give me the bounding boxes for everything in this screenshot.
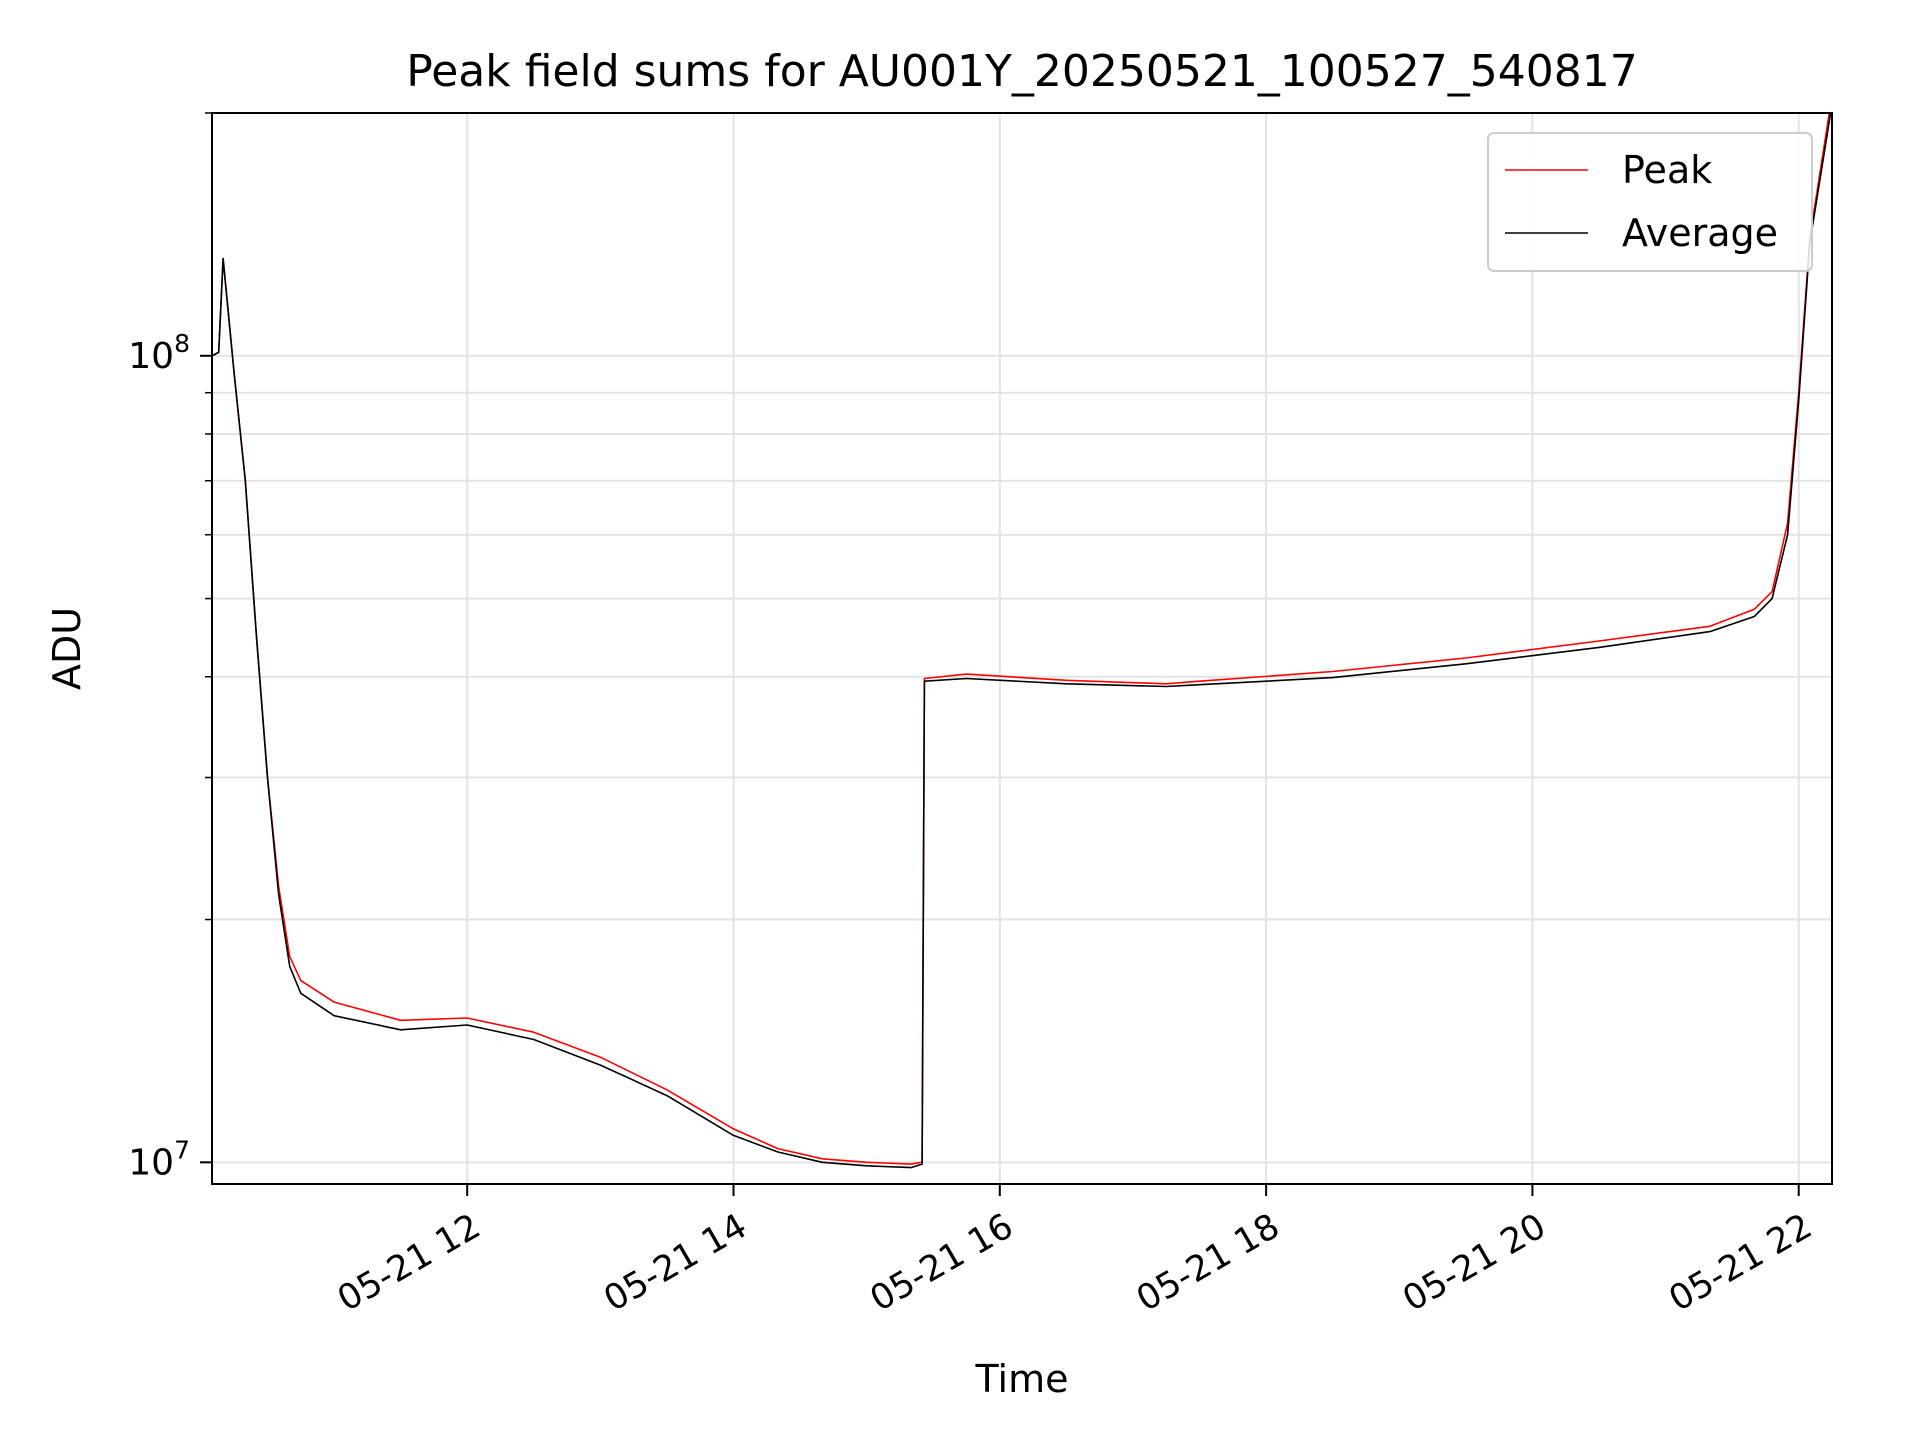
plot-frame bbox=[211, 112, 1833, 1185]
legend-box bbox=[1487, 132, 1813, 272]
y-tick-label: 107 bbox=[128, 1135, 190, 1183]
legend: Peak Average bbox=[1487, 132, 1813, 272]
plot-area bbox=[212, 113, 1832, 1169]
x-axis-label: Time bbox=[975, 1357, 1069, 1401]
y-tick-label: 108 bbox=[128, 329, 190, 377]
chart-title: Peak field sums for AU001Y_20250521_1005… bbox=[406, 46, 1638, 97]
series-line-average bbox=[212, 113, 1832, 1169]
legend-label-peak: Peak bbox=[1622, 148, 1712, 192]
y-axis-label: ADU bbox=[45, 607, 89, 690]
legend-label-average: Average bbox=[1622, 211, 1778, 255]
